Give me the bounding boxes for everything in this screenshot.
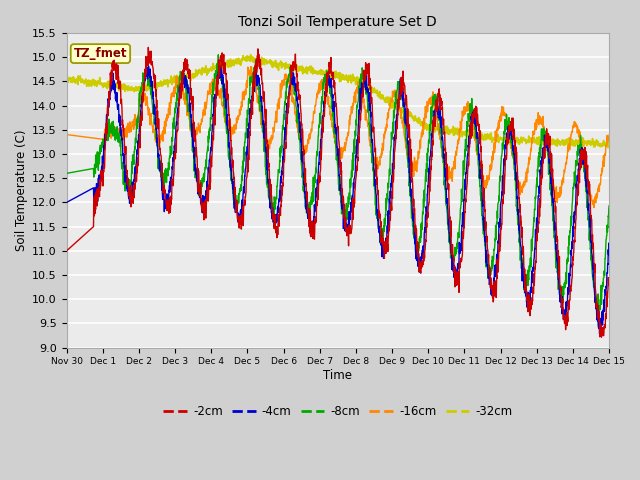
X-axis label: Time: Time bbox=[323, 369, 353, 382]
Text: TZ_fmet: TZ_fmet bbox=[74, 47, 127, 60]
Y-axis label: Soil Temperature (C): Soil Temperature (C) bbox=[15, 130, 28, 251]
Title: Tonzi Soil Temperature Set D: Tonzi Soil Temperature Set D bbox=[239, 15, 437, 29]
Legend: -2cm, -4cm, -8cm, -16cm, -32cm: -2cm, -4cm, -8cm, -16cm, -32cm bbox=[159, 401, 517, 423]
